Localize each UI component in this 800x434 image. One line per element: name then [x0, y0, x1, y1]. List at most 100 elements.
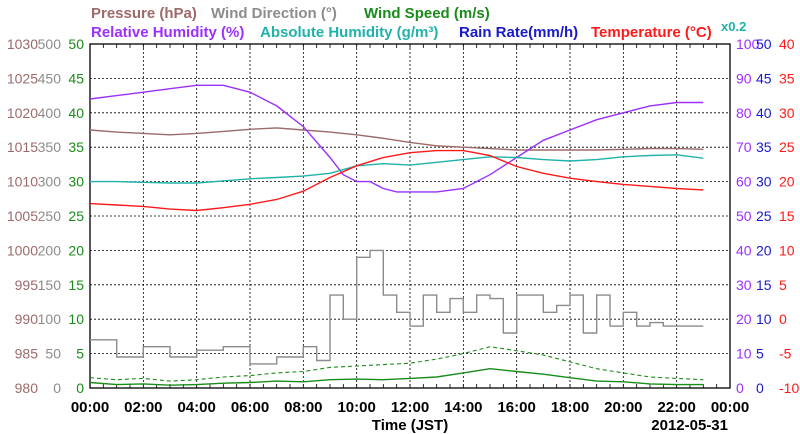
wind-speed-tick-label: 20	[68, 242, 84, 258]
wind-speed-tick-label: 10	[68, 311, 84, 327]
x-tick-label: 08:00	[284, 399, 322, 416]
legend-absolute-humidity: Absolute Humidity (g/m³)	[260, 24, 438, 41]
wind-speed-tick-label: 0	[76, 380, 84, 396]
rain-rate-tick-label: 30	[756, 174, 772, 190]
wind-direction-tick-label: 50	[45, 346, 61, 362]
pressure-tick-label: 985	[15, 346, 39, 362]
series-absolute-humidity-g-m	[90, 154, 704, 184]
wind-direction-tick-label: 0	[53, 380, 61, 396]
temperature-tick-label: 25	[779, 139, 795, 155]
x-tick-label: 04:00	[177, 399, 215, 416]
rain-rate-tick-label: 45	[756, 70, 772, 86]
relative-humidity-tick-label: 20	[736, 311, 752, 327]
wind-speed-tick-label: 25	[68, 208, 84, 224]
temperature-tick-label: 40	[779, 36, 795, 52]
rain-rate-tick-label: 35	[756, 139, 772, 155]
legend-rain-rate: Rain Rate(mm/h)	[459, 24, 578, 41]
x-tick-label: 00:00	[71, 399, 109, 416]
relative-humidity-tick-label: 30	[736, 277, 752, 293]
axes-layer: 1030102510201015101010051000995990985980…	[7, 36, 800, 416]
x-tick-label: 16:00	[497, 399, 535, 416]
series-wind-direction	[90, 249, 704, 365]
rain-rate-tick-label: 40	[756, 105, 772, 121]
legend-relative-humidity: Relative Humidity (%)	[91, 24, 244, 41]
pressure-tick-label: 990	[15, 311, 39, 327]
wind-speed-tick-label: 40	[68, 105, 84, 121]
pressure-tick-label: 1010	[7, 174, 38, 190]
wind-direction-tick-label: 100	[38, 311, 62, 327]
x-tick-label: 12:00	[391, 399, 429, 416]
x-tick-label: 06:00	[231, 399, 269, 416]
legend-rain-scale-note: x0.2	[721, 19, 746, 34]
wind-speed-tick-label: 5	[76, 346, 84, 362]
plot-grid	[89, 44, 731, 388]
wind-direction-tick-label: 200	[38, 242, 62, 258]
series-wind-speed-m-s	[89, 367, 704, 386]
legend-pressure: Pressure (hPa)	[91, 5, 197, 22]
pressure-tick-label: 1000	[7, 242, 38, 258]
wind-direction-tick-label: 400	[38, 105, 62, 121]
pressure-tick-label: 1020	[7, 105, 38, 121]
pressure-tick-label: 980	[15, 380, 39, 396]
wind-direction-tick-label: 450	[38, 70, 62, 86]
pressure-tick-label: 1005	[7, 208, 38, 224]
relative-humidity-tick-label: 60	[736, 174, 752, 190]
plot-frame	[89, 43, 731, 389]
temperature-tick-label: -10	[779, 380, 799, 396]
relative-humidity-tick-label: 90	[736, 70, 752, 86]
relative-humidity-tick-label: 100	[736, 36, 760, 52]
relative-humidity-tick-label: 0	[736, 380, 744, 396]
wind-direction-tick-label: 300	[38, 174, 62, 190]
pressure-tick-label: 1030	[7, 36, 38, 52]
pressure-tick-label: 1015	[7, 139, 38, 155]
series-pressure-hpa	[89, 127, 704, 151]
wind-speed-tick-label: 30	[68, 174, 84, 190]
rain-rate-tick-label: 25	[756, 208, 772, 224]
rain-rate-tick-label: 0	[756, 380, 764, 396]
pressure-tick-label: 1025	[7, 70, 38, 86]
x-tick-label: 18:00	[551, 399, 589, 416]
legend-wind-speed: Wind Speed (m/s)	[364, 5, 490, 22]
rain-rate-tick-label: 5	[756, 346, 764, 362]
rain-rate-tick-label: 50	[756, 36, 772, 52]
date-label: 2012-05-31	[651, 417, 728, 434]
relative-humidity-tick-label: 40	[736, 242, 752, 258]
x-tick-label: 14:00	[444, 399, 482, 416]
x-axis-title: Time (JST)	[372, 417, 448, 434]
temperature-tick-label: 10	[779, 242, 795, 258]
temperature-tick-label: 20	[779, 174, 795, 190]
wind-direction-tick-label: 150	[38, 277, 62, 293]
wind-speed-tick-label: 15	[68, 277, 84, 293]
x-tick-label: 10:00	[337, 399, 375, 416]
rain-rate-tick-label: 10	[756, 311, 772, 327]
wind-speed-tick-label: 50	[68, 36, 84, 52]
x-tick-label: 20:00	[604, 399, 642, 416]
legend-wind-direction: Wind Direction (°)	[211, 5, 337, 22]
temperature-tick-label: 30	[779, 105, 795, 121]
relative-humidity-tick-label: 80	[736, 105, 752, 121]
temperature-tick-label: 15	[779, 208, 795, 224]
x-tick-label: 22:00	[657, 399, 695, 416]
pressure-tick-label: 995	[15, 277, 39, 293]
relative-humidity-tick-label: 70	[736, 139, 752, 155]
relative-humidity-tick-label: 10	[736, 346, 752, 362]
wind-direction-tick-label: 350	[38, 139, 62, 155]
temperature-tick-label: 0	[779, 311, 787, 327]
relative-humidity-tick-label: 50	[736, 208, 752, 224]
series-layer	[89, 84, 704, 386]
rain-rate-tick-label: 15	[756, 277, 772, 293]
series-wind-speed-gust-m-s	[89, 346, 704, 382]
wind-direction-tick-label: 500	[38, 36, 62, 52]
series-relative-humidity	[89, 84, 704, 193]
rain-rate-tick-label: 20	[756, 242, 772, 258]
temperature-tick-label: -5	[779, 346, 792, 362]
x-tick-label: 00:00	[711, 399, 749, 416]
x-tick-label: 02:00	[124, 399, 162, 416]
temperature-tick-label: 35	[779, 70, 795, 86]
wind-speed-tick-label: 45	[68, 70, 84, 86]
legend-temperature: Temperature (°C)	[591, 24, 712, 41]
wind-speed-tick-label: 35	[68, 139, 84, 155]
temperature-tick-label: 5	[779, 277, 787, 293]
wind-direction-tick-label: 250	[38, 208, 62, 224]
